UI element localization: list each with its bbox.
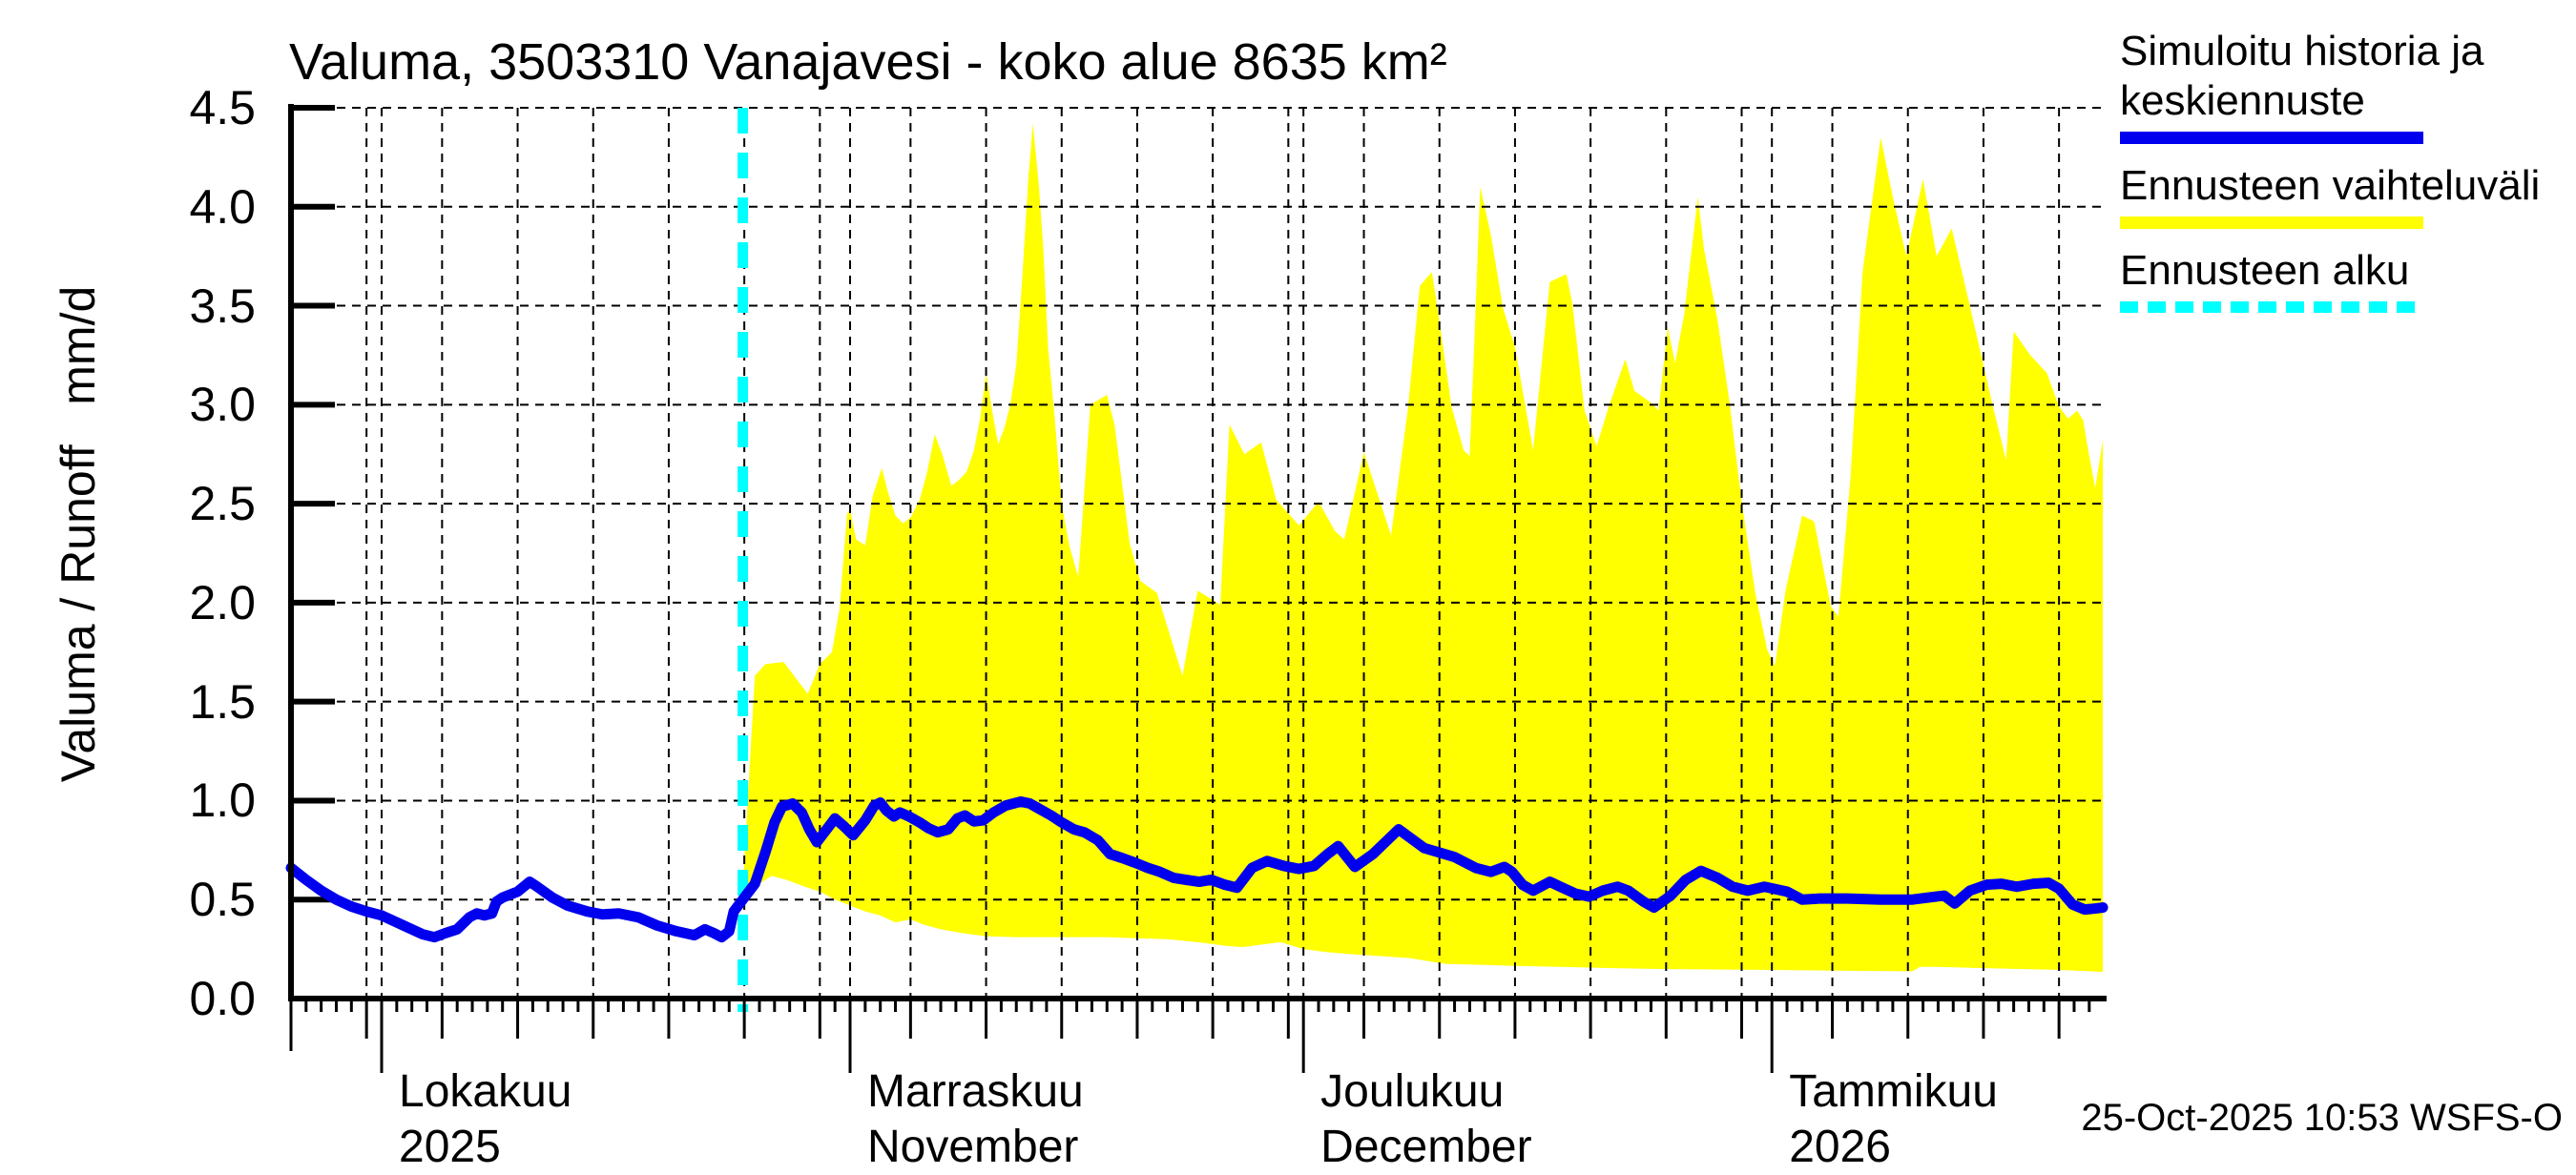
plot-canvas: [285, 104, 2109, 1073]
legend-label-line: keskiennuste: [2120, 77, 2365, 124]
timestamp: 25-Oct-2025 10:53 WSFS-O: [2081, 1097, 2563, 1139]
month-name: Tammikuu: [1789, 1066, 1998, 1117]
legend-label-line: Simuloitu historia ja: [2120, 28, 2484, 74]
month-name: Lokakuu: [399, 1066, 572, 1117]
month-subname: 2025: [399, 1122, 501, 1172]
legend-label: Simuloitu historia ja keskiennuste: [2120, 27, 2568, 126]
legend-item-forecast-start: Ennusteen alku: [2120, 246, 2568, 313]
month-label: Joulukuu December: [1320, 1064, 1531, 1175]
history-line-swatch: [2120, 132, 2423, 144]
y-tick-label: 2.5: [189, 477, 256, 531]
y-tick-label: 3.5: [189, 278, 256, 333]
month-name: Joulukuu: [1320, 1066, 1505, 1117]
y-tick-label: 4.0: [189, 179, 256, 234]
forecast-start-swatch: [2120, 301, 2423, 313]
page: { "header": { "title": "Valuma, 3503310 …: [52, 27, 2568, 1172]
y-tick-label: 1.0: [189, 773, 256, 828]
y-tick-label: 0.5: [189, 873, 256, 927]
month-subname: November: [867, 1122, 1079, 1172]
chart-title: Valuma, 3503310 Vanajavesi - koko alue 8…: [289, 33, 1447, 91]
month-label: Tammikuu 2026: [1789, 1064, 1998, 1175]
y-tick-label: 3.0: [189, 378, 256, 432]
y-tick-label: 4.5: [189, 80, 256, 134]
month-label: Lokakuu 2025: [399, 1064, 571, 1175]
legend-item-range: Ennusteen vaihteluväli: [2120, 161, 2568, 229]
history-mean-line: [285, 795, 2109, 943]
forecast-range-band: [742, 123, 2104, 972]
legend-label-line: Ennusteen alku: [2120, 247, 2410, 294]
range-band-swatch: [2120, 216, 2423, 229]
legend: Simuloitu historia ja keskiennuste Ennus…: [2120, 27, 2568, 330]
legend-item-history: Simuloitu historia ja keskiennuste: [2120, 27, 2568, 144]
y-axis-title: Valuma / Runoff mm/d: [52, 285, 105, 783]
legend-label-line: Ennusteen vaihteluväli: [2120, 162, 2541, 209]
y-tick-label: 0.0: [189, 972, 256, 1025]
legend-label: Ennusteen alku: [2120, 246, 2568, 296]
month-subname: December: [1320, 1122, 1532, 1172]
y-tick-label: 1.5: [189, 674, 256, 729]
month-name: Marraskuu: [867, 1066, 1084, 1117]
month-subname: 2026: [1789, 1122, 1891, 1172]
month-label: Marraskuu November: [867, 1064, 1084, 1175]
legend-label: Ennusteen vaihteluväli: [2120, 161, 2568, 211]
y-tick-label: 2.0: [189, 575, 256, 629]
